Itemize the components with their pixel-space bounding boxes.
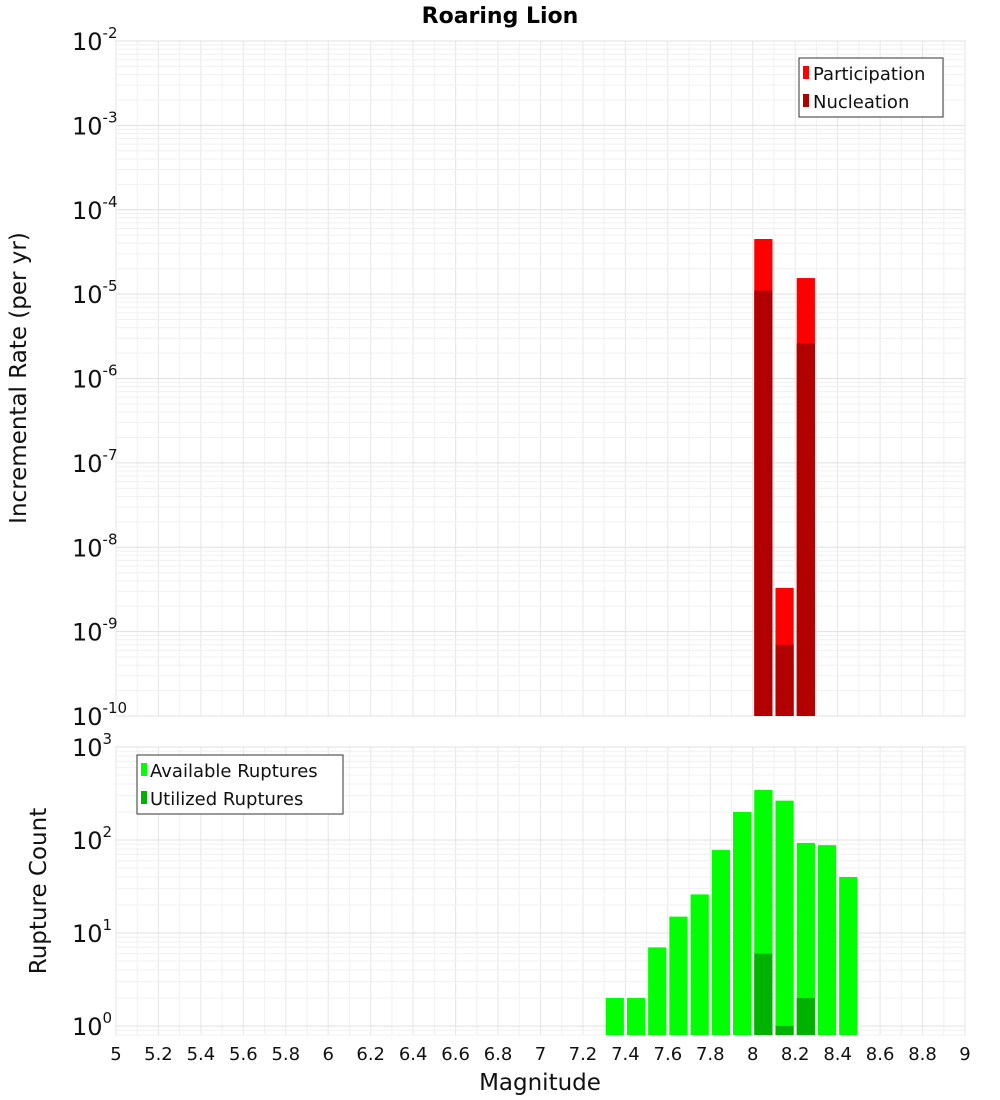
- bottom-bar-available-ruptures: [817, 845, 837, 1035]
- x-tick-label: 5.4: [187, 1044, 216, 1065]
- top-bar-nucleation: [775, 644, 794, 716]
- x-tick-label: 8.4: [823, 1044, 852, 1065]
- x-tick-label: 8: [747, 1044, 758, 1065]
- bottom-bar-available-ruptures: [626, 997, 646, 1035]
- top-y-tick-label: 10-2: [72, 24, 118, 56]
- legend-swatch-available-ruptures: [141, 763, 147, 776]
- x-tick-label: 7: [535, 1044, 546, 1065]
- bottom-bar-available-ruptures: [711, 850, 731, 1035]
- x-tick-label: 5: [110, 1044, 121, 1065]
- legend-label-utilized-ruptures: Utilized Ruptures: [150, 789, 303, 810]
- top-y-tick-label: 10-3: [72, 108, 118, 140]
- bottom-y-tick-labels: 100 101 102 103: [72, 730, 112, 1041]
- top-y-tick-label: 10-10: [72, 699, 127, 731]
- x-tick-label: 5.2: [144, 1044, 173, 1065]
- bottom-y-axis-label: Rupture Count: [26, 808, 52, 974]
- x-tick-label: 5.6: [229, 1044, 258, 1065]
- bottom-panel: 100 101 102 103 5 5.2 5.4 5.6 5.8 6 6.2 6.4 6.6 6.8 7…: [26, 730, 971, 1096]
- x-tick-label: 9: [959, 1044, 970, 1065]
- x-axis-label: Magnitude: [479, 1070, 601, 1096]
- bottom-bar-available-ruptures: [669, 916, 688, 1035]
- top-y-tick-label: 10-4: [72, 193, 118, 225]
- top-y-tick-label: 10-5: [72, 277, 118, 309]
- top-y-tick-labels: 10-10 10-9 10-8 10-7 10-6 10-5 10-4 10-3 10-2: [72, 24, 127, 731]
- bottom-bar-available-ruptures: [775, 800, 794, 1035]
- bottom-bar-available-ruptures: [733, 812, 752, 1035]
- x-tick-label: 6: [323, 1044, 334, 1065]
- top-y-tick-label: 10-9: [72, 615, 118, 647]
- legend-swatch-nucleation: [803, 94, 809, 107]
- legend-swatch-utilized-ruptures: [141, 791, 147, 804]
- legend-swatch-participation: [803, 66, 809, 79]
- top-bars: [754, 239, 815, 716]
- top-y-tick-label: 10-8: [72, 530, 118, 562]
- bottom-bar-available-ruptures: [839, 877, 858, 1035]
- top-panel: 10-10 10-9 10-8 10-7 10-6 10-5 10-4 10-3 10-2 In…: [6, 24, 966, 731]
- bottom-bar-available-ruptures: [648, 947, 667, 1035]
- legend-label-nucleation: Nucleation: [813, 92, 909, 113]
- x-tick-label: 8.2: [781, 1044, 810, 1065]
- top-bar-nucleation: [754, 290, 773, 716]
- x-tick-label: 8.6: [866, 1044, 895, 1065]
- x-tick-label: 7.4: [611, 1044, 640, 1065]
- bottom-bar-available-ruptures: [690, 894, 709, 1035]
- bottom-bar-available-ruptures: [796, 842, 815, 1035]
- legend-label-participation: Participation: [813, 64, 925, 85]
- x-tick-label: 6.2: [356, 1044, 385, 1065]
- top-legend: Participation Nucleation: [798, 57, 944, 118]
- x-tick-label: 7.2: [569, 1044, 598, 1065]
- top-y-axis-label: Incremental Rate (per yr): [6, 232, 32, 524]
- top-y-tick-label: 10-7: [72, 446, 118, 478]
- bottom-y-tick-label: 101: [72, 916, 112, 948]
- x-tick-label: 5.8: [271, 1044, 300, 1065]
- bottom-bar-available-ruptures: [605, 997, 624, 1035]
- x-tick-label: 6.8: [484, 1044, 513, 1065]
- top-legend-box: [798, 57, 944, 118]
- bottom-legend-box: [136, 754, 344, 815]
- top-gridlines: [115, 40, 966, 717]
- x-tick-label: 7.6: [654, 1044, 683, 1065]
- legend-label-available-ruptures: Available Ruptures: [150, 761, 318, 782]
- x-tick-label: 6.6: [441, 1044, 470, 1065]
- x-tick-labels: 5 5.2 5.4 5.6 5.8 6 6.2 6.4 6.6 6.8 7 7.2 7.4 7.6 7.8 8…: [110, 1044, 970, 1065]
- bottom-bars: [605, 789, 858, 1035]
- bottom-bar-utilized-ruptures: [754, 953, 773, 1035]
- x-tick-label: 7.8: [696, 1044, 725, 1065]
- x-tick-label: 8.8: [908, 1044, 937, 1065]
- top-y-tick-label: 10-6: [72, 362, 118, 394]
- x-tick-label: 6.4: [399, 1044, 428, 1065]
- bottom-bar-utilized-ruptures: [796, 997, 815, 1035]
- bottom-y-tick-label: 103: [72, 730, 112, 762]
- bottom-y-tick-label: 102: [72, 823, 112, 855]
- bottom-legend: Available Ruptures Utilized Ruptures: [136, 754, 344, 815]
- top-bar-nucleation: [796, 343, 815, 716]
- chart-title: Roaring Lion: [422, 4, 579, 29]
- bottom-y-tick-label: 100: [72, 1009, 112, 1041]
- bottom-bar-utilized-ruptures: [775, 1025, 794, 1035]
